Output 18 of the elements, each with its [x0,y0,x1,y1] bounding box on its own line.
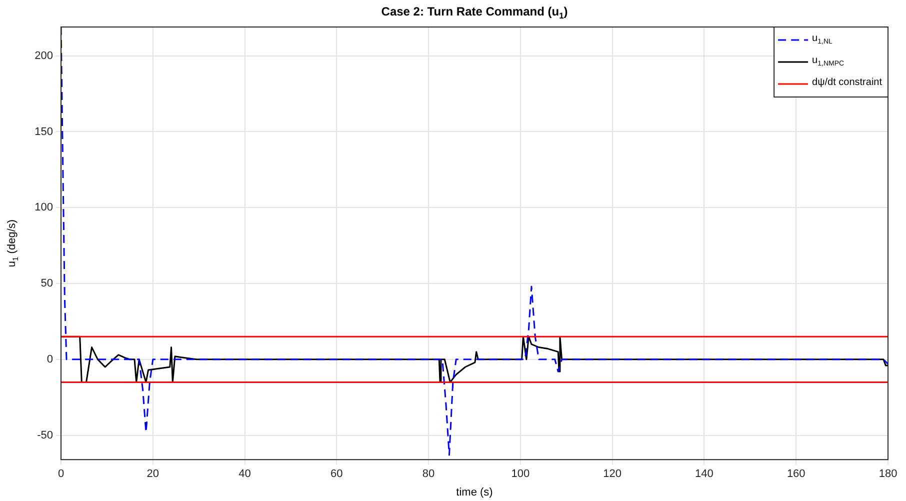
x-tick-label: 80 [422,468,435,480]
y-tick-label: 150 [34,126,53,138]
y-tick-label: 200 [34,50,53,62]
y-tick-label: -50 [37,429,53,442]
x-tick-label: 140 [695,468,714,480]
y-tick-label: 50 [40,278,53,290]
x-tick-label: 100 [511,468,530,480]
x-tick-label: 120 [603,468,622,480]
x-axis-title: time (s) [456,486,493,498]
x-tick-label: 180 [878,468,898,480]
x-tick-label: 0 [58,468,64,480]
x-tick-label: 160 [786,468,806,480]
x-tick-label: 20 [146,468,160,480]
y-tick-label: 100 [34,202,53,214]
x-tick-label: 40 [238,468,251,480]
x-tick-label: 60 [330,468,343,480]
legend-label: dψ/dt constraint [812,76,882,88]
y-tick-label: 0 [46,353,53,366]
